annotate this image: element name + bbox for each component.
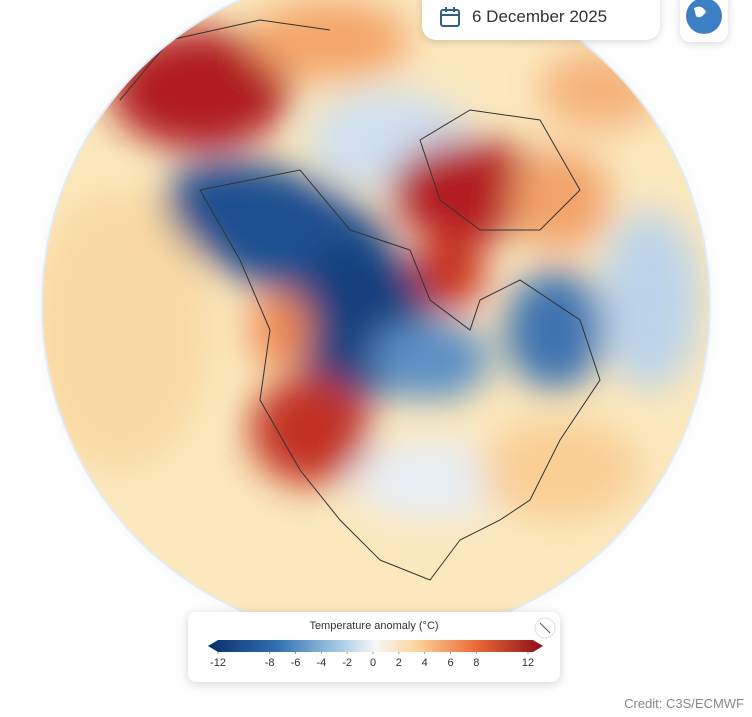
- anomaly-field: [42, 0, 710, 639]
- tick-label: 12: [522, 657, 534, 669]
- tick-label: -6: [291, 657, 301, 669]
- globe-button[interactable]: [680, 0, 728, 42]
- tick-label: -8: [265, 657, 275, 669]
- calendar-icon: [440, 7, 460, 27]
- tick-label: 8: [473, 657, 479, 669]
- legend-title: Temperature anomaly (°C): [309, 620, 438, 632]
- date-selector[interactable]: 6 December 2025: [422, 0, 660, 40]
- tick-label: -2: [342, 657, 352, 669]
- tick-label: 0: [370, 657, 376, 669]
- tick-label: -4: [316, 657, 326, 669]
- tick-label: 6: [447, 657, 453, 669]
- tick-label: -12: [210, 657, 226, 669]
- legend: Temperature anomaly (°C) -12 -8 -6 -4 -2 0 2 4 6…: [188, 612, 560, 682]
- collapse-icon[interactable]: [534, 617, 556, 639]
- globe-icon: [686, 0, 722, 34]
- color-scale: [208, 640, 543, 652]
- tick-label: 2: [396, 657, 402, 669]
- credit: Credit: C3S/ECMWF: [624, 696, 744, 711]
- colorbar: Temperature anomaly (°C) -12 -8 -6 -4 -2 0 2 4 6…: [208, 617, 556, 669]
- date-label: 6 December 2025: [472, 7, 608, 26]
- tick-label: 4: [422, 657, 428, 669]
